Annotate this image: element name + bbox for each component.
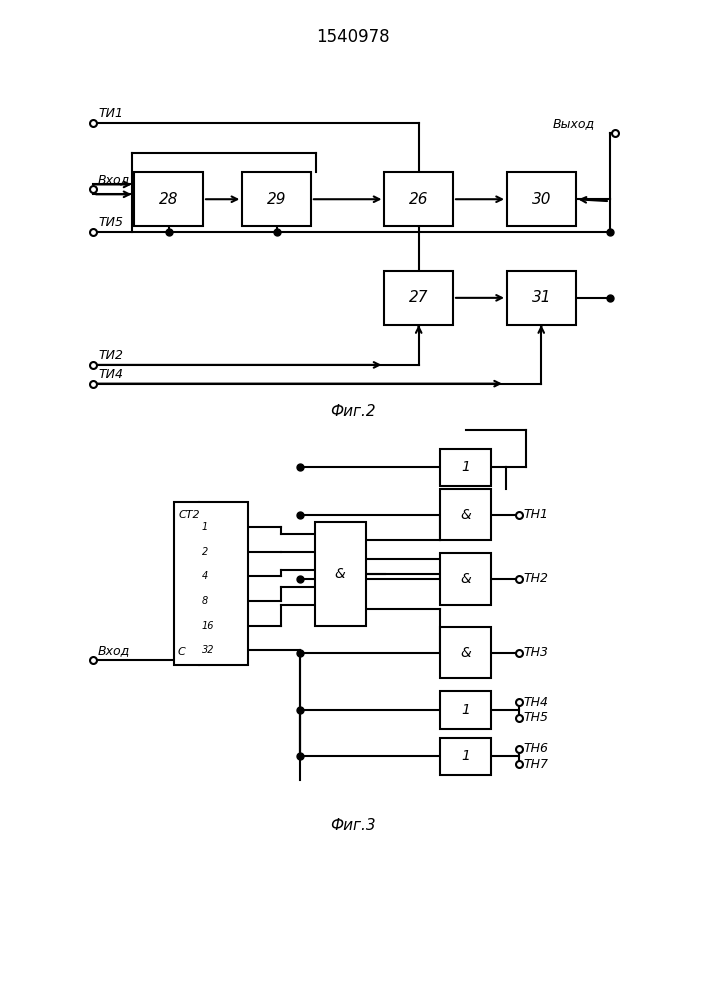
Text: ТН7: ТН7: [524, 758, 549, 771]
Text: 28: 28: [159, 192, 178, 207]
Text: &: &: [460, 646, 471, 660]
Text: 4: 4: [201, 571, 208, 581]
Text: C: C: [177, 647, 185, 657]
Bar: [315, 522, 366, 626]
Text: ТН4: ТН4: [524, 696, 549, 709]
Text: &: &: [460, 572, 471, 586]
Text: Вход: Вход: [98, 173, 130, 186]
Bar: [440, 738, 491, 775]
Text: 27: 27: [409, 290, 428, 305]
Text: 1: 1: [461, 703, 470, 717]
Bar: [440, 489, 491, 540]
Text: Вход: Вход: [98, 644, 130, 657]
Text: 32: 32: [201, 645, 214, 655]
Bar: [507, 271, 575, 325]
Text: 1540978: 1540978: [316, 28, 390, 46]
Bar: [243, 172, 311, 226]
Bar: [440, 449, 491, 486]
Text: ТИ1: ТИ1: [98, 107, 123, 120]
Text: 8: 8: [201, 596, 208, 606]
Text: ТИ5: ТИ5: [98, 216, 123, 229]
Text: ТН1: ТН1: [524, 508, 549, 521]
Text: &: &: [335, 567, 346, 581]
Text: ТИ2: ТИ2: [98, 349, 123, 362]
Bar: [174, 502, 247, 665]
Text: 30: 30: [532, 192, 551, 207]
Bar: [507, 172, 575, 226]
Text: 31: 31: [532, 290, 551, 305]
Bar: [440, 553, 491, 605]
Text: 1: 1: [201, 522, 208, 532]
Text: ТН5: ТН5: [524, 711, 549, 724]
Text: СТ2: СТ2: [179, 510, 201, 520]
Text: &: &: [460, 508, 471, 522]
Text: 16: 16: [201, 621, 214, 631]
Bar: [440, 691, 491, 729]
Text: Фиг.2: Фиг.2: [330, 404, 376, 419]
Bar: [134, 172, 203, 226]
Text: Выход: Выход: [553, 117, 595, 130]
Text: ТН2: ТН2: [524, 572, 549, 585]
Text: ТН6: ТН6: [524, 742, 549, 755]
Text: 1: 1: [461, 460, 470, 474]
Text: ТН3: ТН3: [524, 646, 549, 659]
Text: 2: 2: [201, 547, 208, 557]
Bar: [385, 271, 453, 325]
Text: Фиг.3: Фиг.3: [330, 818, 376, 833]
Text: 1: 1: [461, 749, 470, 763]
Bar: [385, 172, 453, 226]
Text: 29: 29: [267, 192, 286, 207]
Bar: [440, 627, 491, 678]
Text: 26: 26: [409, 192, 428, 207]
Text: ТИ4: ТИ4: [98, 368, 123, 381]
